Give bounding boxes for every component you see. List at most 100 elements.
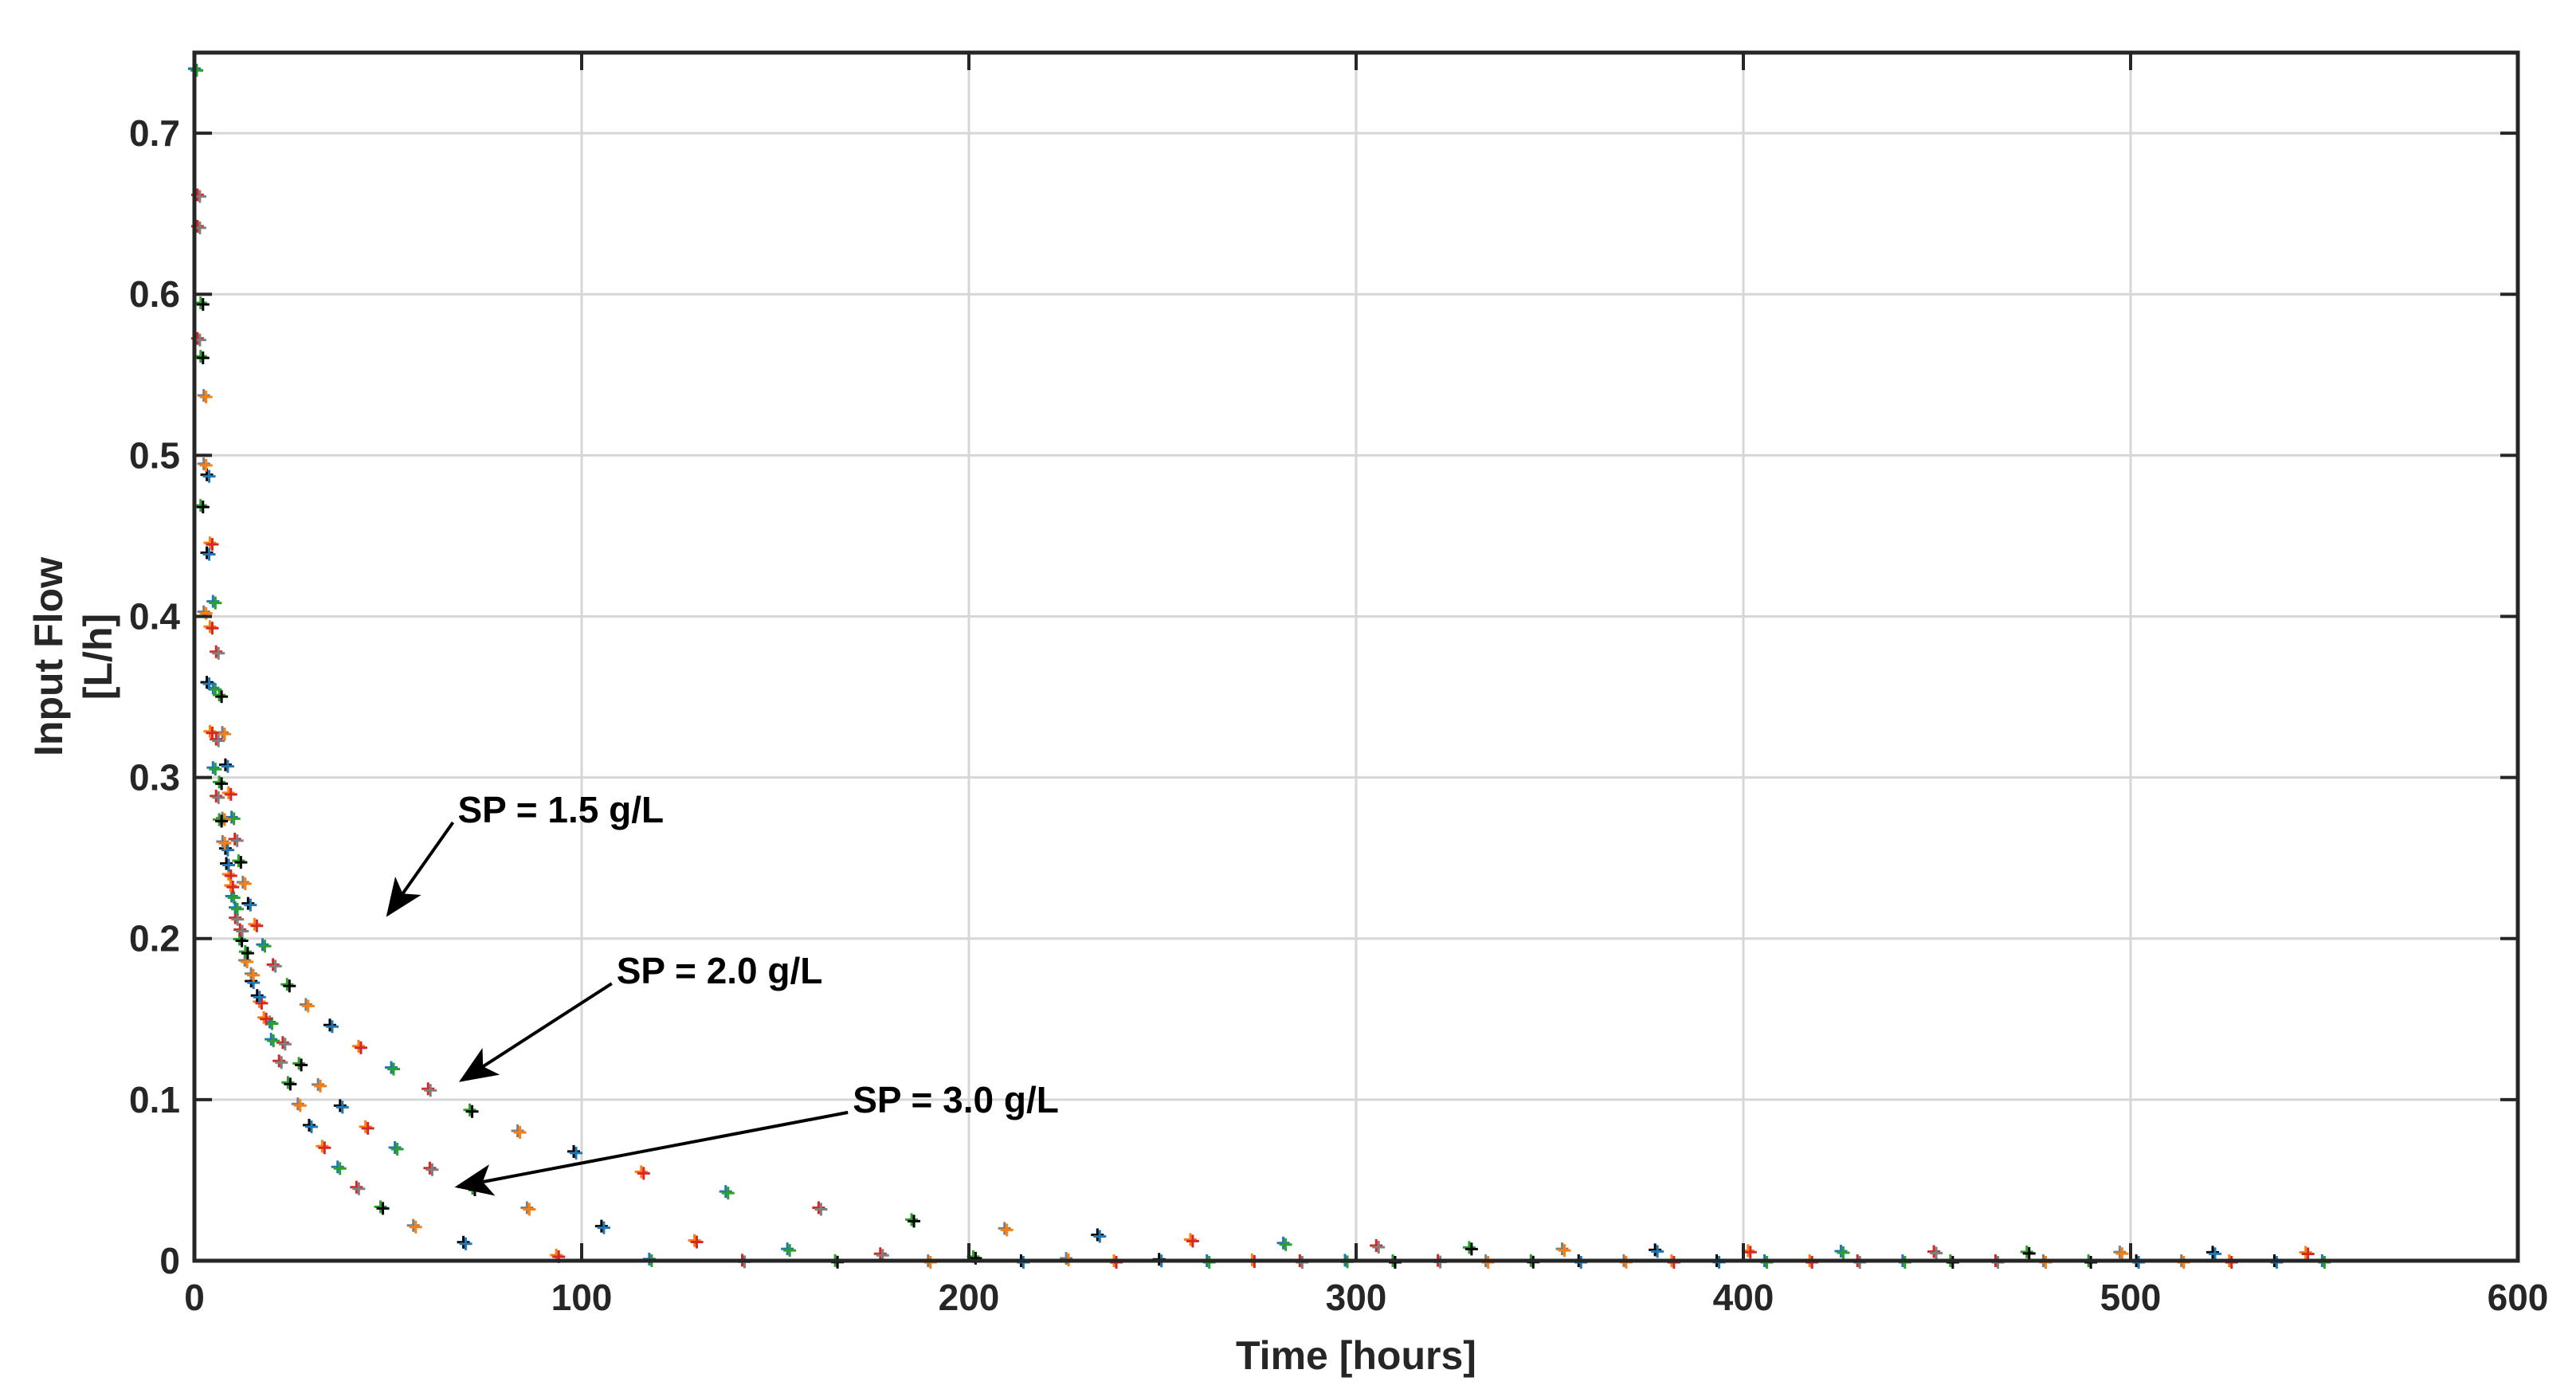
data-point	[197, 389, 210, 402]
data-point	[196, 298, 210, 312]
data-point	[216, 834, 229, 848]
data-point	[292, 1057, 306, 1070]
data-point	[301, 999, 315, 1013]
data-point	[390, 1142, 404, 1156]
data-point	[781, 1242, 794, 1256]
data-point	[238, 877, 252, 891]
data-point	[354, 1041, 367, 1054]
data-point	[1743, 1246, 1757, 1259]
data-point	[523, 1203, 536, 1216]
x-tick-label: 200	[939, 1277, 1000, 1318]
data-point	[218, 728, 231, 741]
data-point	[266, 958, 280, 971]
data-point	[323, 1018, 336, 1032]
data-point	[255, 996, 269, 1010]
data-point	[231, 902, 245, 916]
data-point	[302, 1118, 316, 1132]
data-point	[333, 1162, 347, 1175]
data-point	[269, 959, 282, 973]
y-tick-label: 0.2	[129, 918, 180, 959]
data-point	[423, 1161, 437, 1175]
data-point	[202, 469, 216, 483]
data-point	[258, 940, 272, 953]
y-tick-label: 0.1	[129, 1079, 180, 1120]
data-point	[206, 622, 219, 635]
x-tick-label: 300	[1326, 1277, 1387, 1318]
data-point	[457, 1235, 470, 1249]
annotation-arrow	[458, 982, 613, 1082]
data-point	[293, 1099, 307, 1112]
data-point	[221, 759, 234, 773]
data-point	[253, 991, 266, 1004]
annotation-label: SP = 2.0 g/L	[617, 950, 823, 991]
data-point	[520, 1201, 534, 1215]
data-point	[220, 857, 233, 870]
data-point	[222, 858, 236, 872]
y-tick-label: 0.4	[129, 595, 180, 637]
data-point	[245, 967, 258, 980]
data-point	[209, 763, 222, 776]
data-point	[2022, 1246, 2036, 1260]
data-point	[1837, 1246, 1850, 1259]
data-point	[2209, 1247, 2222, 1261]
data-point	[199, 390, 213, 404]
data-point	[206, 761, 220, 775]
data-point	[511, 1124, 524, 1138]
data-point	[210, 645, 223, 658]
data-point	[232, 854, 245, 868]
data-point	[1651, 1245, 1664, 1258]
x-axis-title: Time [hours]	[1236, 1333, 1476, 1378]
data-point	[224, 879, 237, 893]
data-point	[1276, 1236, 1290, 1250]
data-point	[465, 1105, 479, 1118]
y-tick-labels: 0 0.1 0.2 0.3 0.4 0.5 0.6 0.7	[129, 112, 180, 1281]
data-point	[200, 546, 214, 559]
y-tick-label: 0.3	[129, 757, 180, 799]
x-tick-label: 400	[1713, 1277, 1774, 1318]
y-axis-title-line-1: Input Flow	[26, 557, 71, 756]
annotation-label: SP = 3.0 g/L	[853, 1079, 1059, 1120]
x-tick-labels: 0 100 200 300 400 500 600	[184, 1277, 2548, 1318]
data-point	[238, 945, 252, 959]
data-point	[197, 457, 210, 470]
data-point	[218, 758, 232, 771]
data-point	[424, 1084, 437, 1097]
data-point	[1093, 1230, 1107, 1243]
data-point	[719, 1185, 732, 1199]
data-point	[359, 1120, 372, 1133]
data-point	[281, 1076, 295, 1089]
x-tick-label: 0	[184, 1277, 205, 1318]
data-point	[229, 901, 242, 914]
data-point	[196, 351, 210, 365]
data-point	[200, 676, 214, 689]
data-point	[570, 1146, 583, 1160]
data-point	[272, 1054, 286, 1068]
data-point	[202, 677, 216, 691]
data-point	[203, 536, 217, 550]
data-point	[236, 876, 249, 889]
data-point	[213, 775, 226, 789]
data-point	[2115, 1247, 2129, 1261]
data-point	[224, 787, 237, 801]
data-point	[230, 834, 244, 847]
data-point	[325, 1020, 339, 1034]
data-point	[278, 1038, 292, 1051]
data-point	[406, 1218, 420, 1232]
data-point	[905, 1213, 919, 1226]
data-point	[2113, 1246, 2127, 1259]
data-point	[2206, 1246, 2220, 1259]
data-point	[361, 1121, 374, 1135]
data-point	[222, 786, 235, 799]
data-point	[241, 947, 254, 960]
data-point	[209, 596, 222, 610]
x-tick-label: 500	[2100, 1277, 2162, 1318]
data-point	[409, 1220, 422, 1234]
data-point	[1558, 1244, 1571, 1258]
data-point	[637, 1167, 650, 1180]
data-point	[690, 1235, 704, 1249]
data-point	[260, 1012, 273, 1026]
data-point	[203, 724, 217, 738]
data-point	[241, 897, 255, 910]
data-point	[284, 1077, 297, 1091]
data-point	[202, 547, 216, 561]
